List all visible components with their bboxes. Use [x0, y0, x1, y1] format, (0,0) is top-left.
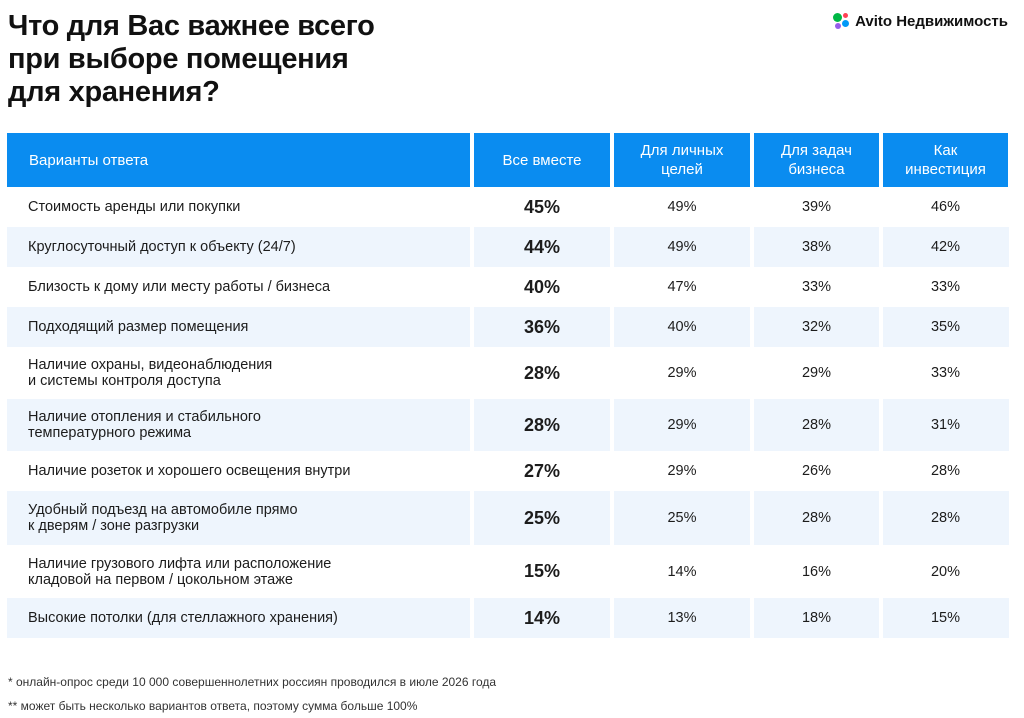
page-title: Что для Вас важнее всего при выборе поме… — [8, 10, 375, 108]
header-personal: Для личных целей — [614, 133, 750, 187]
value-all: 40% — [523, 276, 561, 297]
value-business: 28% — [801, 510, 832, 526]
value-all: 15% — [523, 561, 561, 581]
table-row: Наличие охраны, видеонаблюдения и систем… — [7, 347, 1009, 399]
value-personal: 29% — [667, 417, 697, 433]
row-label: Стоимость аренды или покупки — [28, 199, 241, 215]
table-row: Высокие потолки (для стеллажного хранени… — [7, 598, 1009, 638]
value-all: 28% — [523, 362, 561, 383]
value-all: 44% — [523, 236, 561, 257]
value-all: 25% — [523, 507, 561, 528]
row-label: Высокие потолки (для стеллажного хранени… — [28, 610, 338, 626]
row-label: Круглосуточный доступ к объекту (24/7) — [28, 239, 296, 255]
value-business: 38% — [801, 239, 832, 255]
table-row: Стоимость аренды или покупки 45% 49% 39% 46% — [7, 187, 1009, 227]
table-row: Наличие отопления и стабильного температ… — [7, 399, 1009, 451]
table-row: Наличие розеток и хорошего освещения вну… — [7, 451, 1009, 491]
value-investment: 15% — [930, 610, 961, 626]
value-personal: 47% — [667, 279, 697, 295]
footnote-multiple: ** может быть несколько вариантов ответа… — [8, 699, 418, 713]
value-business: 33% — [801, 279, 832, 295]
value-investment: 28% — [930, 463, 961, 479]
brand-name: Avito Недвижимость — [855, 12, 1008, 30]
value-personal: 29% — [667, 463, 697, 479]
value-business: 26% — [801, 463, 832, 479]
header-investment: Как инвестиция — [883, 133, 1008, 187]
value-investment: 28% — [930, 510, 961, 526]
table-row: Подходящий размер помещения 36% 40% 32% 35% — [7, 307, 1009, 347]
value-investment: 20% — [930, 563, 961, 580]
value-business: 28% — [801, 417, 832, 433]
row-label: Удобный подъезд на автомобиле прямо к дв… — [28, 502, 298, 534]
value-business: 32% — [801, 319, 832, 335]
value-investment: 33% — [930, 279, 961, 295]
value-personal: 13% — [667, 610, 697, 626]
table-body: Стоимость аренды или покупки 45% 49% 39% 46%… — [7, 187, 1009, 638]
row-label: Наличие розеток и хорошего освещения вну… — [28, 463, 351, 479]
value-personal: 14% — [667, 563, 697, 580]
table-header: Варианты ответа Все вместе Для личных це… — [7, 133, 1009, 187]
value-personal: 29% — [667, 365, 697, 381]
table-row: Круглосуточный доступ к объекту (24/7) 44… — [7, 227, 1009, 267]
value-all: 28% — [523, 414, 561, 435]
survey-table: Варианты ответа Все вместе Для личных це… — [7, 133, 1009, 638]
footnote-survey: * онлайн-опрос среди 10 000 совершенноле… — [8, 675, 497, 689]
table-row: Близость к дому или месту работы / бизне… — [7, 267, 1009, 307]
value-business: 16% — [801, 563, 832, 580]
table-row: Наличие грузового лифта или расположение… — [7, 545, 1009, 598]
brand-logo: Avito Недвижимость — [833, 12, 1008, 30]
row-label: Близость к дому или месту работы / бизне… — [28, 279, 331, 295]
value-personal: 40% — [667, 319, 697, 335]
footnotes: * онлайн-опрос среди 10 000 совершенноле… — [8, 670, 496, 718]
table-row: Удобный подъезд на автомобиле прямо к дв… — [7, 491, 1009, 545]
header-all: Все вместе — [474, 133, 610, 187]
value-investment: 35% — [930, 319, 961, 335]
value-personal: 49% — [667, 239, 697, 255]
value-investment: 42% — [930, 239, 961, 255]
header-business: Для задач бизнеса — [754, 133, 879, 187]
value-business: 18% — [801, 610, 832, 626]
value-personal: 25% — [667, 510, 697, 526]
value-all: 45% — [523, 196, 561, 217]
value-investment: 33% — [930, 365, 961, 381]
row-label: Наличие грузового лифта или расположение… — [28, 555, 332, 588]
row-label: Наличие охраны, видеонаблюдения и систем… — [28, 357, 273, 389]
value-business: 29% — [801, 365, 832, 381]
avito-dots-icon — [833, 12, 851, 30]
value-investment: 46% — [930, 199, 961, 215]
value-personal: 49% — [667, 199, 697, 215]
value-all: 14% — [523, 607, 561, 628]
value-business: 39% — [801, 199, 832, 215]
value-all: 27% — [523, 460, 561, 481]
value-all: 36% — [523, 316, 561, 337]
row-label: Подходящий размер помещения — [28, 319, 249, 335]
row-label: Наличие отопления и стабильного температ… — [28, 409, 261, 441]
value-investment: 31% — [930, 417, 961, 433]
header-answer-options: Варианты ответа — [7, 133, 470, 187]
